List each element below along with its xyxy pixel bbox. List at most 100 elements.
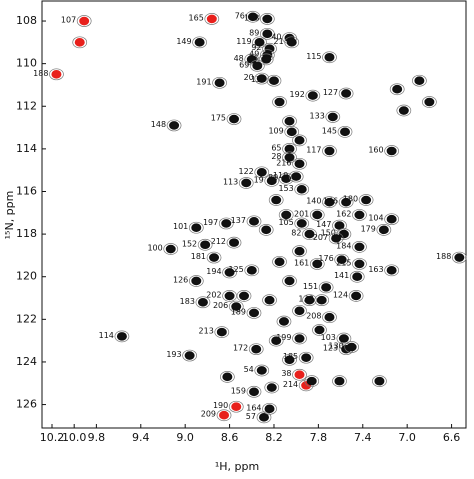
peak-contour (384, 213, 399, 226)
peak-contour (192, 36, 207, 49)
peak (254, 364, 270, 377)
peak-label: 107 (61, 16, 76, 25)
y-tick-label: 116 (16, 184, 37, 197)
peak (292, 304, 307, 317)
y-tick-label: 110 (16, 57, 37, 70)
peak-contour (412, 74, 427, 87)
y-tick-label: 120 (16, 270, 37, 283)
peak-contour (218, 217, 234, 230)
y-tick-label: 118 (16, 227, 37, 240)
peak (451, 251, 467, 264)
peak-contour (332, 219, 347, 232)
peak-core (271, 195, 282, 205)
peak (288, 170, 304, 183)
peak-core (197, 297, 208, 307)
peak-core (414, 76, 425, 85)
peak (252, 36, 267, 49)
peak-core (256, 168, 267, 177)
peak-contour (278, 209, 294, 221)
peak-contour (292, 368, 307, 381)
peak-core (266, 176, 277, 186)
peak-core (79, 16, 90, 26)
peak (197, 238, 213, 251)
peak-label: 159 (231, 386, 246, 395)
peak (298, 351, 314, 364)
peak (338, 196, 354, 208)
peak-label: 104 (368, 214, 383, 223)
peak (206, 251, 222, 264)
peak (264, 174, 280, 187)
peak-core (351, 291, 362, 301)
peak (292, 245, 307, 257)
peak-core (286, 38, 297, 47)
peak (334, 253, 350, 266)
peak-label: 126 (173, 275, 188, 284)
peak-label: 191 (196, 77, 211, 86)
peak-label: 213 (199, 327, 214, 336)
x-tick-label: 8.6 (221, 431, 239, 444)
peak (216, 409, 232, 422)
x-tick-label: 8.2 (265, 431, 283, 444)
peak (384, 145, 399, 157)
peak-label: 38 (281, 369, 291, 378)
peak-label: 82 (291, 229, 301, 238)
peak-core (246, 266, 257, 275)
peak-label: 179 (361, 224, 376, 233)
peak (376, 223, 392, 236)
peak-label: 194 (206, 267, 221, 276)
peak-contour (166, 119, 182, 132)
peak (282, 353, 297, 366)
peak-label: 206 (213, 301, 228, 310)
peak-contour (294, 183, 310, 196)
peak (282, 115, 297, 128)
peak-label: 189 (231, 307, 246, 316)
peak-core (284, 116, 295, 126)
peak (294, 183, 310, 196)
peak-contour (348, 290, 364, 302)
peak-label: 164 (246, 403, 261, 412)
peak-core (331, 234, 342, 243)
peak-core (294, 246, 305, 256)
peak-contour (372, 375, 387, 387)
peak-contour (272, 255, 287, 268)
peak-contour (338, 196, 354, 208)
peak-contour (259, 13, 275, 25)
peak-contour (254, 166, 270, 179)
peak (72, 36, 88, 49)
peak-contour (338, 87, 354, 100)
peak-contour (344, 341, 360, 353)
peak (384, 213, 399, 226)
peak (348, 290, 364, 302)
peak-label: 122 (238, 167, 253, 176)
peak-label: 145 (322, 126, 337, 135)
peak-contour (249, 59, 265, 72)
peak (254, 72, 270, 85)
peak-label: 212 (211, 237, 226, 246)
peak-contour (396, 104, 412, 117)
peak-core (392, 84, 403, 94)
peak-contour (298, 379, 314, 392)
peak (358, 194, 374, 206)
peak-contour (332, 375, 347, 387)
peak-contour (236, 290, 252, 302)
peak-contour (248, 343, 264, 356)
x-tick-label: 9.0 (176, 431, 194, 444)
peak-label: 109 (268, 126, 283, 135)
peak (249, 59, 265, 72)
peak-contour (272, 96, 287, 108)
peak-label: 124 (333, 290, 348, 299)
peak-core (291, 172, 302, 181)
peak-contour (334, 253, 350, 266)
peak-core (340, 127, 351, 137)
peak-core (307, 91, 318, 100)
peak-contour (238, 177, 254, 189)
peak-contour (322, 145, 337, 157)
peak-core (256, 366, 267, 375)
peak (336, 228, 352, 240)
peak-core (398, 106, 409, 115)
peak-contour (212, 76, 227, 89)
peak (304, 375, 320, 387)
peak-label: 214 (283, 380, 298, 389)
peak (352, 209, 367, 221)
peak-contour (292, 245, 307, 257)
